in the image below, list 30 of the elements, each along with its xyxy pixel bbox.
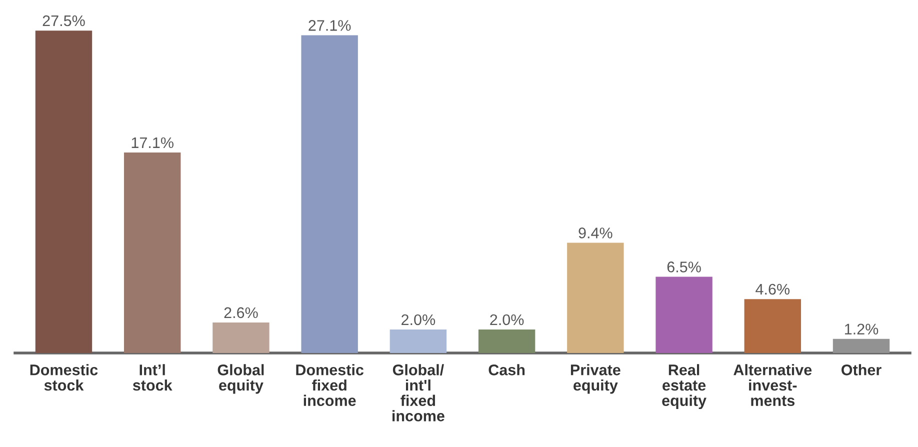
x-tick-label: Global equity [218, 364, 264, 394]
x-tick-label: Other [842, 364, 882, 376]
bar [567, 242, 624, 353]
x-tick-label: Global/ int'l fixed income [392, 364, 444, 422]
bar [478, 330, 536, 353]
x-tick-label: Private equity [570, 364, 620, 394]
data-label: 9.4% [578, 228, 612, 238]
bar [301, 35, 358, 353]
x-tick-label: Alternative invest- ments [734, 364, 812, 406]
data-label: 2.0% [402, 314, 436, 326]
bar [35, 30, 92, 353]
data-label: 6.5% [667, 262, 701, 272]
bar [656, 276, 712, 353]
bar [124, 152, 181, 353]
data-label: 27.5% [42, 15, 85, 26]
data-label: 2.0% [490, 314, 524, 326]
x-tick-label: Cash [488, 364, 525, 376]
data-label: 2.6% [224, 307, 258, 318]
bar [390, 330, 447, 353]
x-tick-label: Domestic stock [30, 364, 98, 391]
data-label: 17.1% [132, 137, 174, 148]
bar [744, 299, 802, 353]
bar [212, 322, 270, 353]
data-label: 1.2% [845, 324, 878, 334]
bar [832, 338, 890, 353]
x-tick-label: Real estate equity [662, 364, 706, 410]
x-tick-label: Domestic fixed income [296, 364, 364, 406]
x-tick-label: Int’l stock [132, 364, 172, 391]
data-label: 4.6% [756, 284, 790, 295]
data-label: 27.1% [308, 20, 351, 31]
